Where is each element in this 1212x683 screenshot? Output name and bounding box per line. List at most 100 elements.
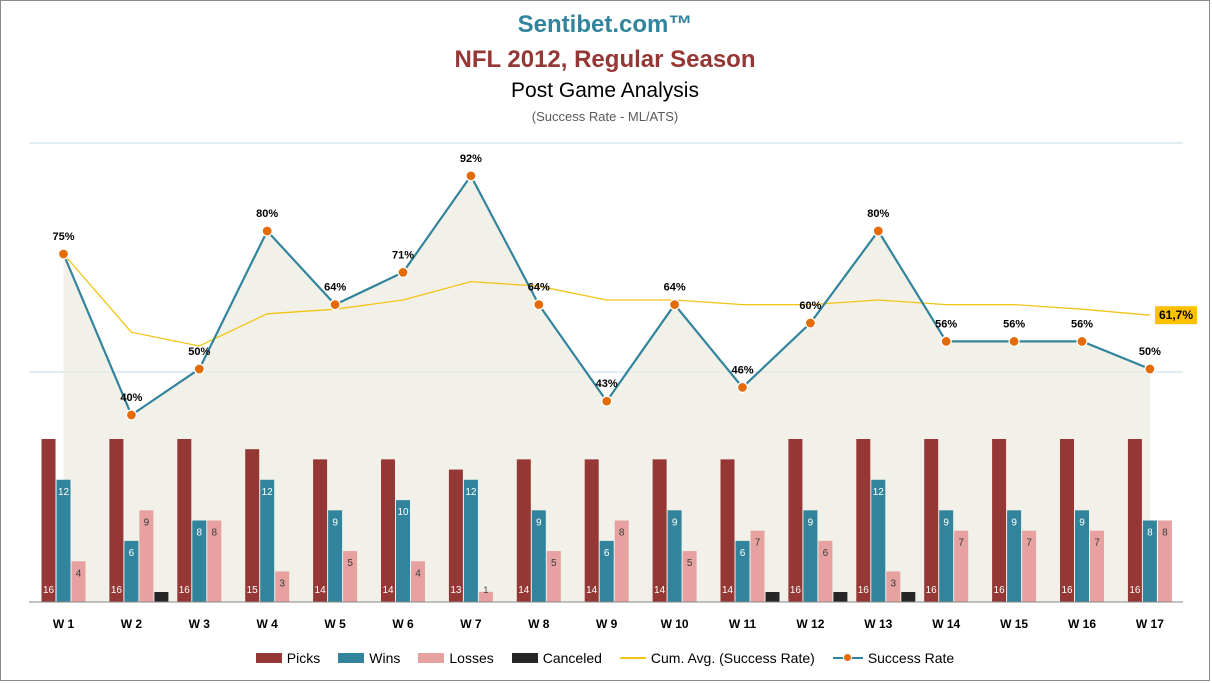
cum-avg-line <box>63 253 1150 347</box>
bar-picks-13 <box>856 439 871 602</box>
legend: Picks Wins Losses Canceled Cum. Avg. (Su… <box>1 650 1209 666</box>
data-label-wins-2: 6 <box>129 548 135 559</box>
data-label-wins-14: 9 <box>943 517 949 528</box>
x-tick-label-7: W 7 <box>460 617 482 631</box>
bar-wins-12 <box>803 510 818 602</box>
success-rate-label-3: 50% <box>188 346 210 358</box>
bar-picks-16 <box>1060 439 1074 602</box>
legend-item-wins: Wins <box>338 650 400 666</box>
legend-item-cum-avg: Cum. Avg. (Success Rate) <box>619 650 815 666</box>
data-label-picks-16: 16 <box>1061 585 1073 596</box>
legend-item-picks: Picks <box>255 650 321 666</box>
legend-label-canceled: Canceled <box>542 650 602 666</box>
x-tick-label-6: W 6 <box>392 617 414 631</box>
bar-wins-11 <box>735 540 750 602</box>
x-tick-label-10: W 10 <box>661 617 689 631</box>
success-rate-label-10: 64% <box>664 282 686 294</box>
data-label-losses-8: 5 <box>551 558 557 569</box>
legend-swatch-success <box>832 652 863 664</box>
data-label-picks-10: 14 <box>654 585 666 596</box>
data-label-picks-3: 16 <box>179 585 191 596</box>
success-rate-point-17 <box>1144 363 1156 375</box>
bar-losses-17 <box>1157 520 1172 602</box>
data-label-wins-8: 9 <box>536 517 542 528</box>
x-tick-label-8: W 8 <box>528 617 550 631</box>
data-label-wins-1: 12 <box>58 487 70 498</box>
success-rate-point-5 <box>329 298 341 311</box>
bar-wins-2 <box>124 540 139 602</box>
success-rate-label-12: 60% <box>799 300 821 312</box>
data-label-losses-2: 9 <box>144 517 150 528</box>
data-label-picks-1: 16 <box>43 585 55 596</box>
x-tick-label-1: W 1 <box>53 617 75 631</box>
legend-swatch-cum-avg <box>619 657 646 659</box>
success-rate-label-14: 56% <box>935 318 957 330</box>
data-label-picks-12: 16 <box>790 585 802 596</box>
success-rate-point-10 <box>668 298 681 311</box>
data-label-losses-10: 5 <box>687 558 693 569</box>
data-label-wins-16: 9 <box>1079 517 1085 528</box>
x-tick-label-12: W 12 <box>796 617 824 631</box>
success-rate-label-5: 64% <box>324 282 346 294</box>
legend-label-cum-avg: Cum. Avg. (Success Rate) <box>650 650 815 666</box>
success-rate-point-2 <box>125 409 138 421</box>
bar-picks-3 <box>177 439 192 602</box>
bar-losses-15 <box>1022 530 1037 602</box>
x-tick-label-11: W 11 <box>729 617 757 631</box>
bar-wins-7 <box>463 479 478 602</box>
legend-item-losses: Losses <box>418 650 494 666</box>
bar-wins-15 <box>1007 510 1022 602</box>
data-label-wins-5: 9 <box>332 517 338 528</box>
bar-picks-17 <box>1127 439 1142 602</box>
bar-losses-3 <box>207 520 222 602</box>
success-rate-point-14 <box>940 335 952 348</box>
success-rate-point-1 <box>57 248 70 260</box>
data-label-losses-9: 8 <box>619 528 625 539</box>
data-label-picks-14: 16 <box>926 585 938 596</box>
data-label-losses-11: 7 <box>755 538 761 549</box>
bar-wins-9 <box>599 540 614 602</box>
x-tick-label-13: W 13 <box>864 617 892 631</box>
bar-picks-1 <box>41 439 56 602</box>
bar-wins-14 <box>939 510 954 602</box>
bar-canceled-11 <box>765 592 780 602</box>
data-label-wins-11: 6 <box>740 548 746 559</box>
bar-picks-10 <box>652 459 667 602</box>
data-label-picks-15: 16 <box>994 585 1006 596</box>
success-rate-label-2: 40% <box>120 392 142 404</box>
legend-swatch-losses <box>418 653 445 663</box>
data-label-losses-1: 4 <box>76 568 82 579</box>
legend-swatch-canceled <box>511 653 538 663</box>
season-title: NFL 2012, Regular Season <box>454 46 756 73</box>
legend-label-success: Success Rate <box>867 650 955 666</box>
bar-wins-17 <box>1142 520 1157 602</box>
bar-wins-1 <box>56 479 71 602</box>
success-rate-point-15 <box>1008 335 1020 348</box>
success-rate-label-16: 56% <box>1071 318 1093 330</box>
success-rate-label-17: 50% <box>1139 346 1161 358</box>
data-label-losses-12: 6 <box>823 548 829 559</box>
legend-label-picks: Picks <box>286 650 321 666</box>
bar-picks-5 <box>313 459 328 602</box>
data-label-losses-15: 7 <box>1026 538 1032 549</box>
data-label-wins-15: 9 <box>1011 517 1017 528</box>
legend-item-success: Success Rate <box>832 650 955 666</box>
data-label-wins-9: 6 <box>604 548 610 559</box>
data-label-losses-5: 5 <box>347 558 353 569</box>
x-tick-label-4: W 4 <box>257 617 279 631</box>
success-rate-point-7 <box>465 170 477 182</box>
analysis-title: Post Game Analysis <box>511 79 699 102</box>
data-label-wins-12: 9 <box>808 517 814 528</box>
bar-picks-14 <box>924 439 939 602</box>
legend-label-wins: Wins <box>369 650 401 666</box>
success-rate-point-9 <box>601 395 613 407</box>
success-rate-label-11: 46% <box>731 364 753 376</box>
bar-wins-5 <box>328 510 343 602</box>
data-label-picks-11: 14 <box>722 585 734 596</box>
bar-wins-6 <box>396 500 410 602</box>
success-rate-label-13: 80% <box>867 208 889 220</box>
bar-losses-14 <box>954 530 969 602</box>
success-rate-label-6: 71% <box>392 249 414 261</box>
bar-losses-16 <box>1090 530 1104 602</box>
bar-wins-8 <box>531 510 546 602</box>
